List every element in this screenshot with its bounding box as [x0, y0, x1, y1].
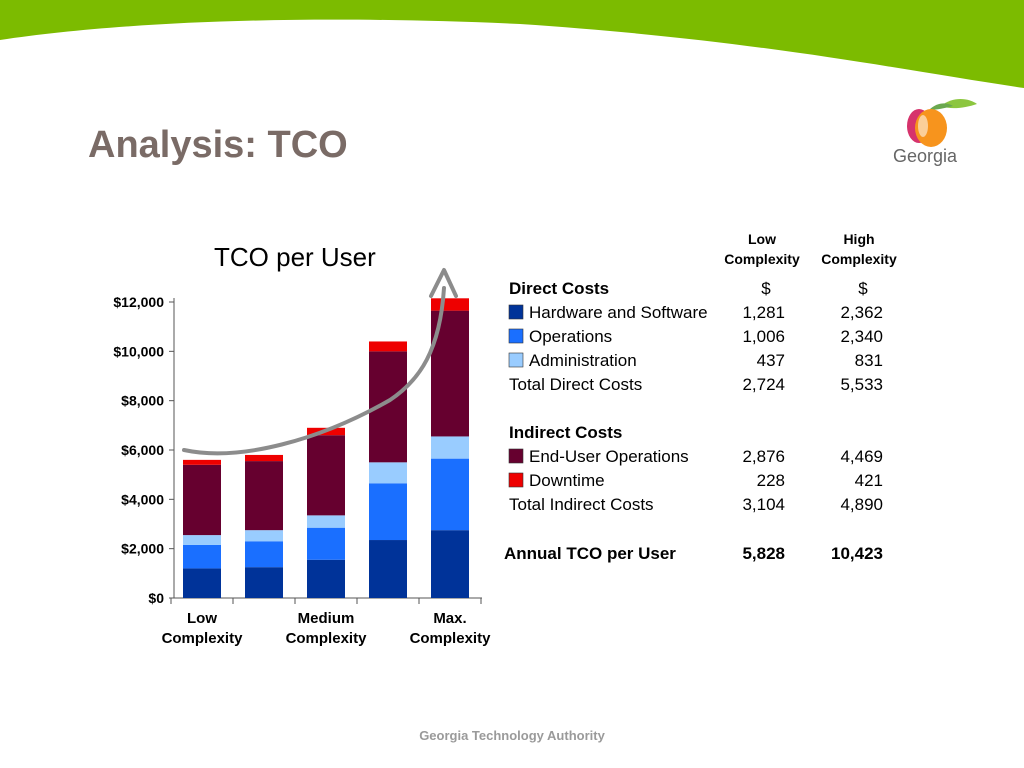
section-unit: $	[858, 279, 868, 298]
bar-hardware-and-software-0	[183, 568, 221, 598]
bar-operations-1	[245, 541, 283, 568]
chart-title: TCO per User	[214, 242, 376, 272]
y-tick-label: $6,000	[121, 442, 164, 458]
bar-administration-4	[431, 436, 469, 459]
legend-swatch	[508, 352, 524, 368]
row-label: End-User Operations	[529, 447, 689, 466]
bar-end-user-operations-1	[245, 461, 283, 531]
bar-hardware-and-software-3	[369, 540, 407, 598]
tco-per-user-chart: $0 $2,000 $4,000 $6,000 $8,000 $10,000 $12,000…	[113, 268, 492, 647]
bar-hardware-and-software-1	[245, 567, 283, 598]
column-header-line1: Low	[748, 231, 776, 247]
slide-title: Analysis: TCO	[88, 124, 348, 166]
y-tick-label: $8,000	[121, 393, 164, 409]
annual-tco-label: Annual TCO per User	[504, 544, 676, 563]
georgia-logo: Georgia	[893, 99, 977, 166]
bar-end-user-operations-0	[183, 464, 221, 536]
bar-operations-0	[183, 544, 221, 569]
legend-swatch	[508, 448, 524, 464]
section-unit: $	[761, 279, 771, 298]
total-value-low: 2,724	[742, 375, 785, 394]
y-tick-label: $2,000	[121, 541, 164, 557]
row-value-high: 2,362	[840, 303, 883, 322]
x-category-label-line2: Complexity	[410, 630, 492, 647]
row-value-high: 421	[855, 471, 883, 490]
trend-arrow-head	[429, 268, 458, 298]
bar-administration-1	[245, 530, 283, 542]
legend-swatch	[508, 328, 524, 344]
bar-downtime-4	[431, 298, 469, 311]
column-header-line2: Complexity	[821, 251, 897, 267]
x-category-label-line2: Complexity	[286, 630, 368, 647]
section-heading: Indirect Costs	[509, 423, 622, 442]
header-band	[0, 0, 1024, 88]
column-header-line2: Complexity	[724, 251, 800, 267]
row-value-high: 2,340	[840, 327, 883, 346]
bar-downtime-3	[369, 341, 407, 352]
tco-cost-table: Low Complexity High Complexity Direct Costs $…	[504, 231, 897, 563]
bar-administration-2	[307, 515, 345, 528]
legend-swatch	[508, 304, 524, 320]
row-value-low: 437	[757, 351, 785, 370]
row-value-high: 4,469	[840, 447, 883, 466]
bar-operations-4	[431, 458, 469, 531]
row-value-high: 831	[855, 351, 883, 370]
total-value-low: 3,104	[742, 495, 785, 514]
row-label: Administration	[529, 351, 637, 370]
trend-arrow-curve	[182, 286, 446, 456]
bar-end-user-operations-2	[307, 435, 345, 516]
bar-administration-3	[369, 462, 407, 484]
annual-tco-low: 5,828	[742, 544, 785, 563]
section-heading: Direct Costs	[509, 279, 609, 298]
row-value-low: 228	[757, 471, 785, 490]
bar-downtime-1	[245, 454, 283, 462]
bar-operations-3	[369, 483, 407, 541]
total-label: Total Indirect Costs	[509, 495, 654, 514]
total-value-high: 4,890	[840, 495, 883, 514]
footer-text: Georgia Technology Authority	[419, 728, 605, 743]
x-category-label-line1: Medium	[298, 610, 355, 627]
row-label: Downtime	[529, 471, 605, 490]
y-tick-label: $10,000	[113, 343, 164, 359]
row-value-low: 1,281	[742, 303, 785, 322]
row-label: Operations	[529, 327, 612, 346]
column-header-line1: High	[843, 231, 874, 247]
logo-text: Georgia	[893, 146, 958, 166]
y-tick-label: $12,000	[113, 294, 164, 310]
row-label: Hardware and Software	[529, 303, 708, 322]
total-value-high: 5,533	[840, 375, 883, 394]
x-category-label-line1: Max.	[433, 610, 466, 627]
annual-tco-high: 10,423	[831, 544, 883, 563]
total-label: Total Direct Costs	[509, 375, 642, 394]
bar-operations-2	[307, 527, 345, 560]
row-value-low: 1,006	[742, 327, 785, 346]
bar-hardware-and-software-4	[431, 530, 469, 598]
x-category-label-line1: Low	[187, 610, 217, 627]
legend-swatch	[508, 472, 524, 488]
y-tick-label: $4,000	[121, 491, 164, 507]
bar-downtime-0	[183, 459, 221, 465]
x-category-label-line2: Complexity	[162, 630, 244, 647]
row-value-low: 2,876	[742, 447, 785, 466]
bar-administration-0	[183, 535, 221, 545]
y-tick-label: $0	[148, 590, 164, 606]
bar-hardware-and-software-2	[307, 559, 345, 598]
